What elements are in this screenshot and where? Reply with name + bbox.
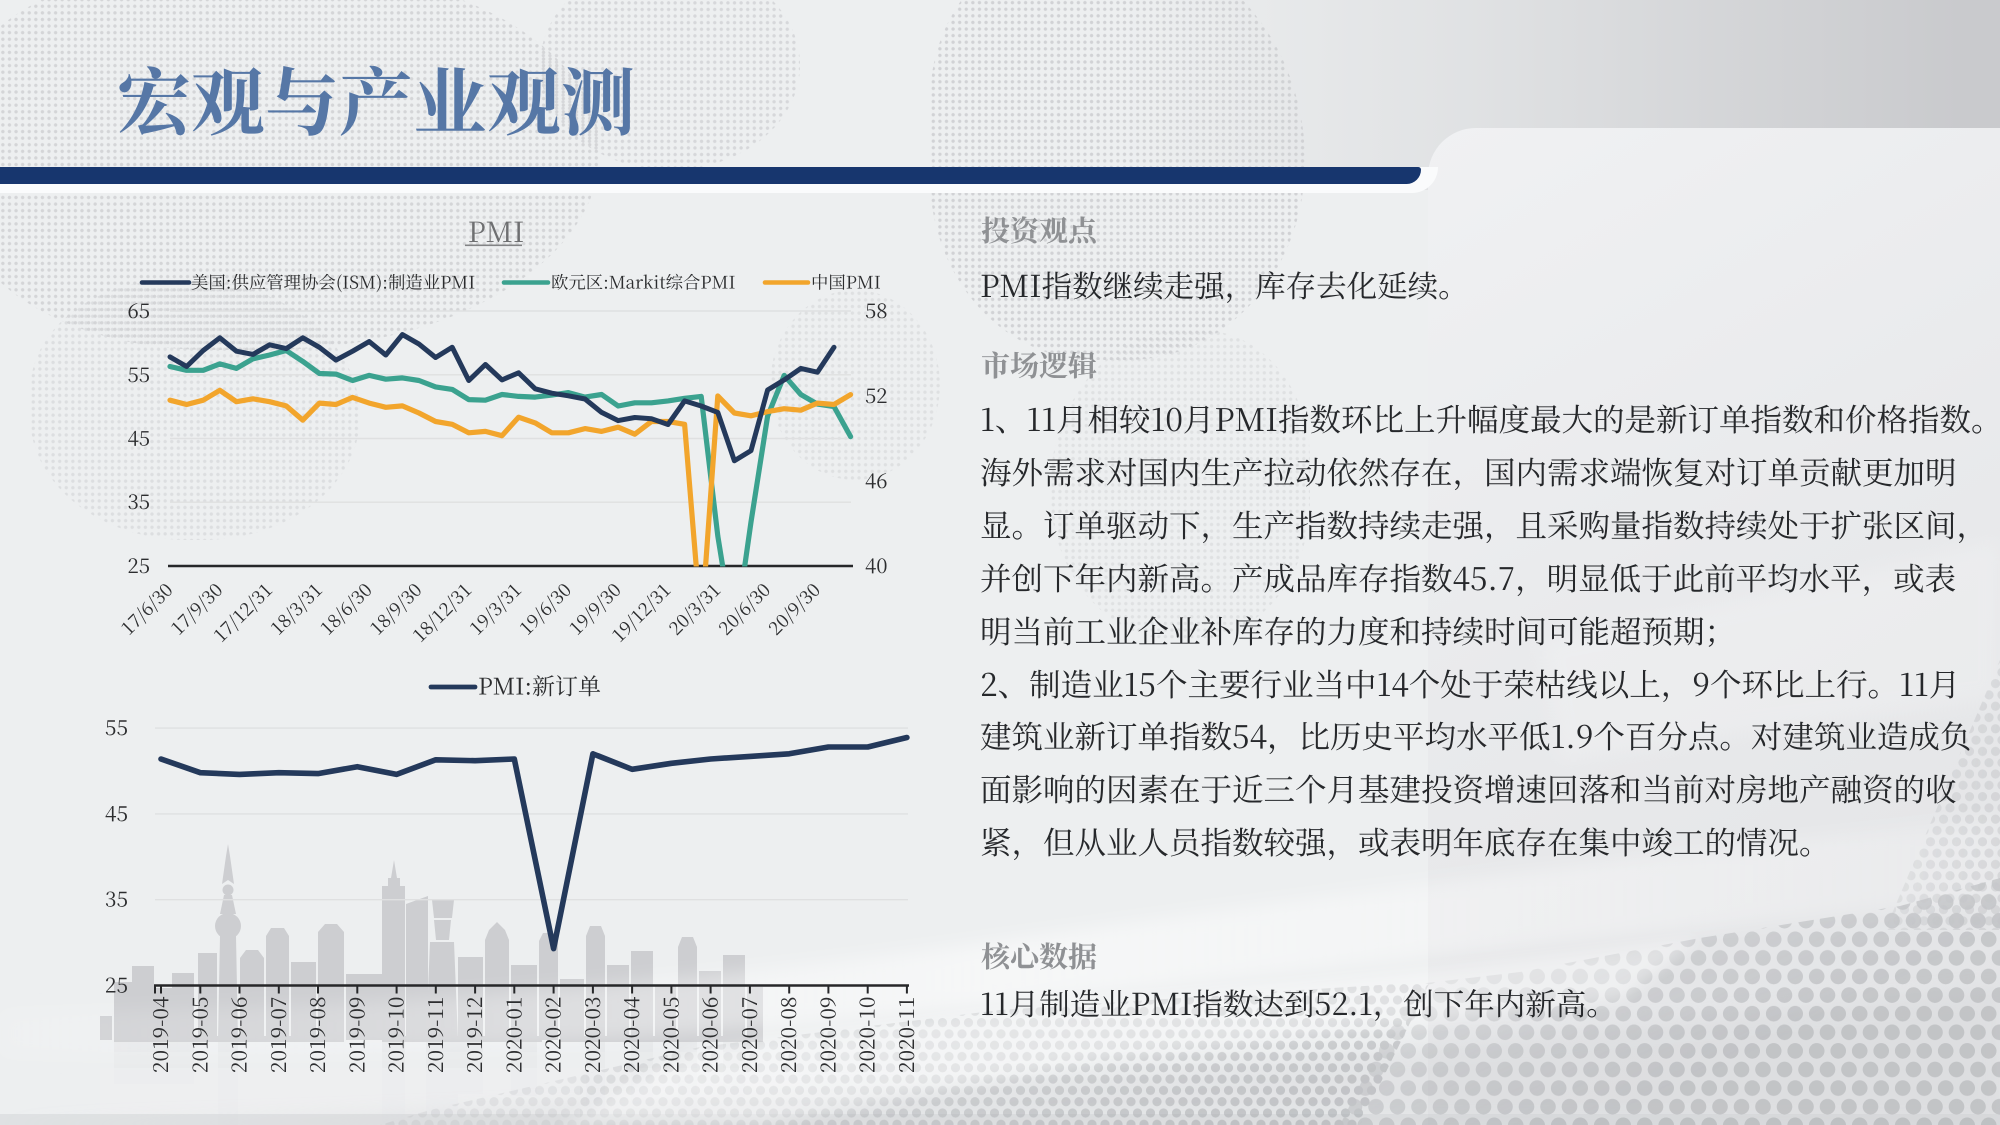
svg-text:2020-10: 2020-10 (852, 997, 882, 1074)
svg-text:2019-07: 2019-07 (263, 997, 293, 1074)
svg-text:19/6/30: 19/6/30 (513, 577, 577, 641)
svg-text:18/6/30: 18/6/30 (314, 577, 378, 641)
svg-text:20/9/30: 20/9/30 (762, 577, 826, 641)
svg-text:35: 35 (127, 485, 150, 515)
svg-text:2019-10: 2019-10 (381, 997, 411, 1074)
svg-text:40: 40 (865, 549, 888, 579)
svg-text:20/6/30: 20/6/30 (712, 577, 776, 641)
svg-text:46: 46 (865, 464, 888, 494)
svg-text:45: 45 (127, 422, 150, 452)
svg-text:35: 35 (105, 884, 128, 914)
svg-text:2020-03: 2020-03 (577, 997, 607, 1074)
svg-text:2020-11: 2020-11 (891, 997, 921, 1074)
svg-text:2020-06: 2020-06 (695, 997, 725, 1074)
svg-text:19/3/31: 19/3/31 (463, 577, 527, 641)
svg-text:2019-06: 2019-06 (224, 997, 254, 1074)
svg-text:25: 25 (127, 549, 150, 579)
svg-text:2019-08: 2019-08 (302, 997, 332, 1074)
svg-text:18/3/31: 18/3/31 (264, 577, 328, 641)
svg-text:2020-01: 2020-01 (498, 997, 528, 1074)
svg-text:中国PMI: 中国PMI (811, 269, 881, 294)
svg-text:25: 25 (105, 970, 128, 1000)
svg-text:45: 45 (105, 798, 128, 828)
svg-text:2020-07: 2020-07 (734, 997, 764, 1074)
svg-text:2020-08: 2020-08 (773, 997, 803, 1074)
svg-text:2019-12: 2019-12 (459, 997, 489, 1074)
svg-text:65: 65 (127, 294, 150, 324)
svg-text:欧元区:Markit综合PMI: 欧元区:Markit综合PMI (551, 269, 736, 294)
svg-text:2019-09: 2019-09 (341, 997, 371, 1074)
svg-text:58: 58 (865, 294, 888, 324)
svg-text:PMI: PMI (468, 211, 525, 251)
svg-text:17/6/30: 17/6/30 (115, 577, 179, 641)
svg-text:2019-05: 2019-05 (184, 997, 214, 1074)
svg-text:美国:供应管理协会(ISM):制造业PMI: 美国:供应管理协会(ISM):制造业PMI (191, 269, 475, 294)
svg-text:2020-05: 2020-05 (655, 997, 685, 1074)
svg-text:2020-04: 2020-04 (616, 996, 646, 1073)
svg-text:2019-04: 2019-04 (145, 996, 175, 1073)
svg-text:55: 55 (105, 712, 128, 742)
svg-text:52: 52 (865, 379, 888, 409)
svg-text:55: 55 (127, 358, 150, 388)
svg-text:2020-02: 2020-02 (538, 997, 568, 1074)
svg-text:2020-09: 2020-09 (812, 997, 842, 1074)
svg-text:2019-11: 2019-11 (420, 997, 450, 1074)
svg-text:PMI:新订单: PMI:新订单 (478, 669, 601, 702)
svg-text:20/3/31: 20/3/31 (662, 577, 726, 641)
